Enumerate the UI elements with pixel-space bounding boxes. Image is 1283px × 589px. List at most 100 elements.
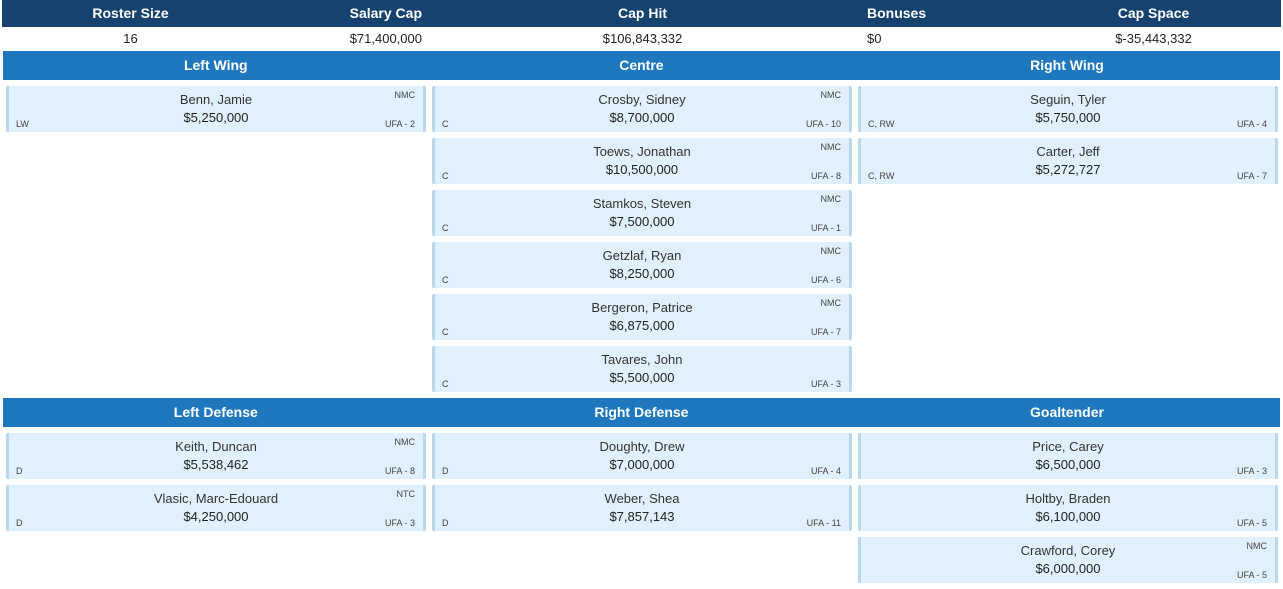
player-card[interactable]: Crosby, Sidney $8,700,000 C NMC UFA - 10 [432,86,852,132]
player-name: Crawford, Corey [1020,543,1116,558]
player-free-agency: UFA - 3 [1236,466,1267,476]
player-position: LW [16,119,29,129]
player-name: Benn, Jamie [179,92,253,107]
left-defense-column: Keith, Duncan $5,538,462 D NMC UFA - 8 Vlasic… [6,433,426,537]
right-defense-column: Doughty, Drew $7,000,000 D UFA - 4 Weber, Sh… [432,433,852,537]
player-free-agency: UFA - 4 [810,466,841,476]
player-position: D [16,518,23,528]
player-free-agency: UFA - 8 [384,466,415,476]
player-clause: NMC [820,90,842,100]
player-name: Crosby, Sidney [598,92,686,107]
player-card[interactable]: Seguin, Tyler $5,750,000 C, RW UFA - 4 [858,86,1278,132]
player-salary: $4,250,000 [183,509,249,524]
player-name: Keith, Duncan [175,439,257,454]
player-clause: NTC [396,489,416,499]
cap-hit-header: Cap Hit [618,5,667,21]
player-name: Getzlaf, Ryan [602,248,682,263]
player-name: Vlasic, Marc-Edouard [153,491,279,506]
player-card[interactable]: Toews, Jonathan $10,500,000 C NMC UFA - 8 [432,138,852,184]
player-position: D [442,518,449,528]
player-card[interactable]: Price, Carey $6,500,000 UFA - 3 [858,433,1278,479]
right-wing-title: Right Wing [1030,57,1104,73]
player-salary: $8,700,000 [609,110,675,125]
player-free-agency: UFA - 1 [810,223,841,233]
player-salary: $7,000,000 [609,457,675,472]
player-clause: NMC [820,298,842,308]
player-clause: NMC [820,142,842,152]
player-position: C [442,327,449,337]
player-name: Carter, Jeff [1036,144,1100,159]
player-salary: $6,875,000 [609,318,675,333]
player-card[interactable]: Carter, Jeff $5,272,727 C, RW UFA - 7 [858,138,1278,184]
player-clause: NMC [1246,541,1268,551]
player-free-agency: UFA - 3 [384,518,415,528]
right-wing-column: Seguin, Tyler $5,750,000 C, RW UFA - 4 Carte… [858,86,1278,190]
player-card[interactable]: Bergeron, Patrice $6,875,000 C NMC UFA - 7 [432,294,852,340]
player-card[interactable]: Keith, Duncan $5,538,462 D NMC UFA - 8 [6,433,426,479]
roster-size-value: 16 [123,31,138,46]
player-free-agency: UFA - 10 [805,119,841,129]
player-name: Price, Carey [1032,439,1104,454]
salary-cap-header: Salary Cap [349,5,422,21]
player-salary: $5,538,462 [183,457,249,472]
player-free-agency: UFA - 11 [806,518,841,528]
cap-hit-value: $106,843,332 [602,31,683,46]
player-free-agency: UFA - 4 [1236,119,1267,129]
player-salary: $5,250,000 [183,110,249,125]
cap-space-header: Cap Space [1117,5,1190,21]
player-card[interactable]: Doughty, Drew $7,000,000 D UFA - 4 [432,433,852,479]
player-salary: $10,500,000 [605,162,679,177]
bonuses-header: Bonuses [867,5,927,21]
player-salary: $5,272,727 [1035,162,1101,177]
player-clause: NMC [820,246,842,256]
player-position: C [442,119,449,129]
player-card[interactable]: Tavares, John $5,500,000 C UFA - 3 [432,346,852,392]
player-card[interactable]: Weber, Shea $7,857,143 D UFA - 11 [432,485,852,531]
player-free-agency: UFA - 8 [810,171,841,181]
player-position: C, RW [868,171,895,181]
left-defense-title: Left Defense [173,404,258,420]
player-position: C, RW [868,119,895,129]
player-name: Bergeron, Patrice [591,300,693,315]
defense-band: Left Defense Right Defense Goaltender [3,398,1280,427]
player-position: C [442,379,449,389]
cap-summary-header: Roster Size Salary Cap Cap Hit Bonuses C… [2,0,1281,27]
player-name: Toews, Jonathan [593,144,691,159]
player-free-agency: UFA - 7 [1236,171,1267,181]
player-name: Seguin, Tyler [1030,92,1106,107]
player-position: C [442,223,449,233]
player-name: Tavares, John [601,352,683,367]
bonuses-value: $0 [867,31,882,46]
player-free-agency: UFA - 7 [810,327,841,337]
goaltender-column: Price, Carey $6,500,000 UFA - 3 Holtby, Bra… [858,433,1278,589]
centre-column: Crosby, Sidney $8,700,000 C NMC UFA - 10 Toew… [432,86,852,398]
player-salary: $6,500,000 [1035,457,1101,472]
player-free-agency: UFA - 3 [810,379,841,389]
player-position: D [442,466,449,476]
cap-space-value: $-35,443,332 [1115,31,1192,46]
player-salary: $7,857,143 [609,509,675,524]
centre-title: Centre [619,57,664,73]
player-position: C [442,171,449,181]
player-name: Stamkos, Steven [592,196,692,211]
player-clause: NMC [394,437,416,447]
player-card[interactable]: Vlasic, Marc-Edouard $4,250,000 D NTC UFA - … [6,485,426,531]
player-card[interactable]: Stamkos, Steven $7,500,000 C NMC UFA - 1 [432,190,852,236]
roster-size-header: Roster Size [92,5,169,21]
forwards-band: Left Wing Centre Right Wing [3,51,1280,80]
player-name: Weber, Shea [604,491,680,506]
player-card[interactable]: Crawford, Corey $6,000,000 NMC UFA - 5 [858,537,1278,583]
player-free-agency: UFA - 5 [1236,518,1267,528]
player-free-agency: UFA - 2 [384,119,415,129]
player-card[interactable]: Holtby, Braden $6,100,000 UFA - 5 [858,485,1278,531]
player-card[interactable]: Benn, Jamie $5,250,000 LW NMC UFA - 2 [6,86,426,132]
player-name: Doughty, Drew [599,439,685,454]
player-card[interactable]: Getzlaf, Ryan $8,250,000 C NMC UFA - 6 [432,242,852,288]
cap-summary: Roster Size Salary Cap Cap Hit Bonuses C… [2,0,1281,51]
player-free-agency: UFA - 6 [810,275,841,285]
right-defense-title: Right Defense [594,404,689,420]
player-salary: $6,000,000 [1035,561,1101,576]
player-position: D [16,466,23,476]
player-clause: NMC [820,194,842,204]
player-salary: $6,100,000 [1035,509,1101,524]
